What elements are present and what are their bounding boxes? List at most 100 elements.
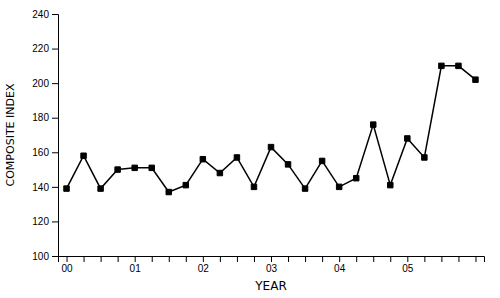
x-tick [305, 256, 306, 262]
x-tick [186, 256, 187, 262]
marker [64, 186, 69, 191]
y-tick-mark [52, 49, 58, 50]
x-tick-mark [135, 256, 136, 262]
y-axis-title: COMPOSITE INDEX [4, 83, 17, 186]
x-tick: 02 [198, 256, 210, 274]
x-tick [356, 256, 357, 262]
x-tick [152, 256, 153, 262]
x-tick-label: 04 [334, 263, 346, 274]
y-tick: 160 [32, 147, 58, 158]
marker [353, 175, 358, 180]
x-tick: 05 [402, 256, 414, 274]
y-tick-label: 140 [32, 182, 49, 193]
y-tick-mark [52, 256, 58, 257]
x-tick [237, 256, 238, 262]
y-tick: 180 [32, 112, 58, 123]
x-tick [118, 256, 119, 262]
x-tick: 03 [266, 256, 278, 274]
x-tick-mark [101, 256, 102, 262]
y-tick-mark [52, 221, 58, 222]
x-tick-label: 03 [266, 263, 278, 274]
y-tick: 100 [32, 251, 58, 262]
y-tick-mark [52, 187, 58, 188]
y-tick: 200 [32, 78, 58, 89]
marker [98, 186, 103, 191]
x-tick-mark [322, 256, 323, 262]
x-tick-mark [305, 256, 306, 262]
x-axis: 000102030405 [59, 256, 485, 274]
x-tick: 04 [334, 256, 346, 274]
y-tick-mark [52, 14, 58, 15]
y-tick: 240 [32, 9, 58, 20]
x-tick-mark [84, 256, 85, 262]
y-tick-label: 100 [32, 251, 49, 262]
marker [405, 136, 410, 141]
marker [234, 155, 239, 160]
x-axis-line [59, 257, 485, 263]
x-tick-mark [271, 256, 272, 262]
y-tick-label: 160 [32, 147, 49, 158]
chart: 000102030405100120140160180200220240YEAR… [0, 0, 500, 298]
marker [319, 158, 324, 163]
x-tick [424, 256, 425, 262]
x-tick-mark [220, 256, 221, 262]
x-tick-mark [373, 256, 374, 262]
x-tick-mark [152, 256, 153, 262]
x-tick [84, 256, 85, 262]
x-tick [322, 256, 323, 262]
y-tick-label: 120 [32, 216, 49, 227]
y-tick: 220 [32, 43, 58, 54]
marker [217, 170, 222, 175]
x-tick-mark [169, 256, 170, 262]
marker [439, 63, 444, 68]
x-tick-mark [356, 256, 357, 262]
marker [183, 182, 188, 187]
x-tick-label: 02 [198, 263, 210, 274]
y-tick-label: 200 [32, 78, 49, 89]
x-tick-mark [203, 256, 204, 262]
x-tick: 01 [130, 256, 142, 274]
x-tick [441, 256, 442, 262]
y-tick-label: 220 [32, 43, 49, 54]
x-tick [373, 256, 374, 262]
x-tick-mark [424, 256, 425, 262]
x-tick-mark [288, 256, 289, 262]
marker [200, 156, 205, 161]
marker [371, 122, 376, 127]
x-tick-label: 05 [402, 263, 414, 274]
x-tick [220, 256, 221, 262]
y-tick-mark [52, 118, 58, 119]
y-tick-label: 180 [32, 112, 49, 123]
marker [149, 165, 154, 170]
x-tick-mark [390, 256, 391, 262]
marker [456, 63, 461, 68]
marker [251, 184, 256, 189]
x-tick [169, 256, 170, 262]
x-tick-mark [407, 256, 408, 262]
marker [81, 153, 86, 158]
marker [336, 184, 341, 189]
x-tick-mark [67, 256, 68, 262]
x-tick-mark [441, 256, 442, 262]
marker [302, 186, 307, 191]
x-tick [254, 256, 255, 262]
x-tick-mark [475, 256, 476, 262]
y-tick-mark [52, 83, 58, 84]
x-tick-mark [254, 256, 255, 262]
marker [132, 165, 137, 170]
marker [268, 144, 273, 149]
marker [473, 77, 478, 82]
line [67, 66, 476, 192]
x-tick-label: 01 [130, 263, 142, 274]
x-tick-mark [237, 256, 238, 262]
marker [388, 182, 393, 187]
y-axis: 100 120 140 160 180 200 220 240 [32, 9, 58, 262]
x-tick-mark [339, 256, 340, 262]
plot: 000102030405100120140160180200220240 [32, 9, 484, 274]
x-tick [458, 256, 459, 262]
x-tick [101, 256, 102, 262]
x-tick [390, 256, 391, 262]
y-axis-line [52, 15, 59, 257]
marker [422, 155, 427, 160]
x-tick [475, 256, 476, 262]
